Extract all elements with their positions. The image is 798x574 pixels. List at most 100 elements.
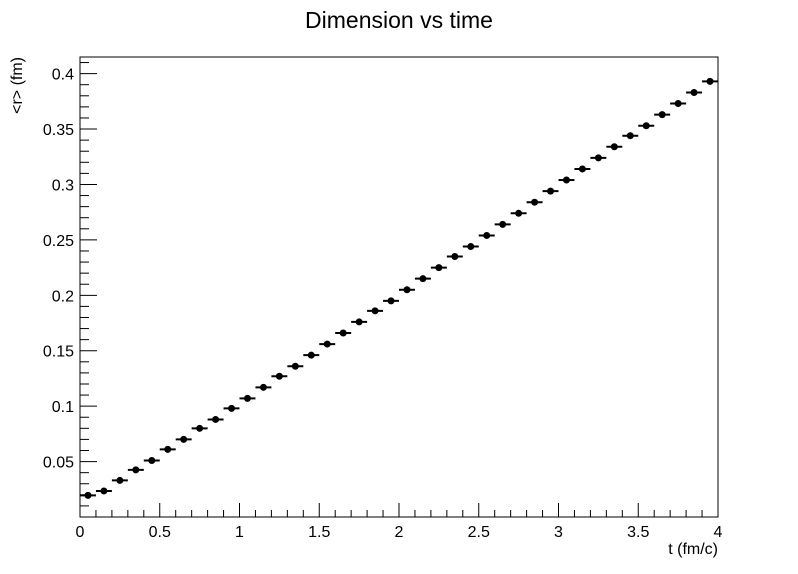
- data-point: [127, 466, 144, 474]
- data-point: [367, 307, 384, 315]
- data-marker: [594, 154, 602, 162]
- data-point: [558, 176, 575, 184]
- data-marker: [387, 297, 395, 305]
- data-marker: [435, 264, 443, 272]
- data-marker: [164, 445, 172, 453]
- data-point: [590, 154, 607, 162]
- data-marker: [562, 176, 570, 184]
- data-marker: [100, 487, 108, 495]
- x-tick-label: 2: [395, 524, 404, 541]
- data-point: [287, 362, 304, 370]
- y-axis-title: <r> (fm): [9, 57, 26, 114]
- data-point: [462, 243, 479, 251]
- data-point: [510, 209, 527, 217]
- data-point: [319, 340, 336, 348]
- data-marker: [515, 209, 523, 217]
- data-point: [430, 264, 447, 272]
- data-point: [239, 394, 256, 402]
- y-tick-label: 0.3: [52, 177, 74, 194]
- x-tick-label: 3: [554, 524, 563, 541]
- data-marker: [547, 187, 555, 195]
- x-tick-label: 3.5: [627, 524, 649, 541]
- data-marker: [403, 286, 411, 294]
- data-marker: [291, 362, 299, 370]
- data-point: [622, 132, 639, 140]
- data-marker: [84, 491, 92, 499]
- data-marker: [228, 404, 236, 412]
- y-tick-label: 0.4: [52, 67, 74, 84]
- data-marker: [658, 111, 666, 119]
- data-marker: [180, 435, 188, 443]
- data-marker: [451, 253, 459, 261]
- data-marker: [132, 466, 140, 474]
- data-marker: [259, 383, 267, 391]
- y-tick-label: 0.25: [43, 233, 74, 250]
- data-point: [111, 476, 128, 484]
- data-marker: [148, 456, 156, 464]
- data-point: [303, 351, 320, 359]
- y-tick-label: 0.05: [43, 455, 74, 472]
- data-point: [606, 143, 623, 151]
- data-marker: [355, 318, 363, 326]
- x-tick-label: 1.5: [308, 524, 330, 541]
- x-tick-label: 0.5: [149, 524, 171, 541]
- x-tick-label: 1: [235, 524, 244, 541]
- x-axis: 0 0.5 1 1.5 2 2.5 3 3.5 4: [76, 503, 723, 541]
- data-marker: [371, 307, 379, 315]
- data-point: [654, 111, 671, 119]
- x-tick-label: 2.5: [468, 524, 490, 541]
- data-point: [526, 198, 543, 206]
- data-point: [143, 456, 160, 464]
- data-marker: [243, 394, 251, 402]
- data-marker: [467, 243, 475, 251]
- data-marker: [419, 275, 427, 283]
- data-point: [159, 445, 176, 453]
- data-point: [80, 491, 96, 499]
- plot-frame: [79, 56, 719, 518]
- data-point: [255, 383, 272, 391]
- data-point: [686, 88, 703, 96]
- data-marker: [307, 351, 315, 359]
- data-point: [95, 487, 112, 495]
- data-marker: [690, 88, 698, 96]
- data-marker: [642, 122, 650, 130]
- data-marker: [610, 143, 618, 151]
- x-tick-label: 4: [714, 524, 723, 541]
- y-tick-label: 0.15: [43, 344, 74, 361]
- data-marker: [674, 100, 682, 108]
- data-marker: [339, 329, 347, 337]
- data-marker: [116, 476, 124, 484]
- data-point: [446, 253, 463, 261]
- y-axis: 0.05 0.1 0.15 0.2 0.25 0.3 0.35 0.4: [43, 62, 97, 507]
- data-point: [335, 329, 352, 337]
- data-point: [494, 220, 511, 228]
- data-marker: [483, 231, 491, 239]
- data-point: [207, 415, 224, 423]
- data-point: [191, 424, 208, 432]
- data-marker: [275, 372, 283, 380]
- x-axis-title: t (fm/c): [668, 541, 718, 558]
- data-point: [574, 165, 591, 173]
- data-points: [80, 77, 718, 499]
- data-point: [399, 286, 415, 294]
- data-marker: [212, 415, 220, 423]
- y-tick-label: 0.35: [43, 122, 74, 139]
- data-point: [670, 100, 687, 108]
- data-marker: [531, 198, 539, 206]
- data-point: [383, 297, 399, 305]
- data-marker: [323, 340, 331, 348]
- data-marker: [626, 132, 634, 140]
- data-marker: [196, 424, 204, 432]
- chart-title: Dimension vs time: [305, 7, 493, 33]
- data-point: [175, 435, 192, 443]
- y-tick-label: 0.2: [52, 288, 74, 305]
- data-point: [271, 372, 288, 380]
- data-point: [542, 187, 559, 195]
- data-point: [638, 122, 655, 130]
- data-marker: [578, 165, 586, 173]
- x-tick-label: 0: [76, 524, 85, 541]
- data-point: [478, 231, 495, 239]
- y-tick-label: 0.1: [52, 399, 74, 416]
- data-marker: [706, 77, 714, 85]
